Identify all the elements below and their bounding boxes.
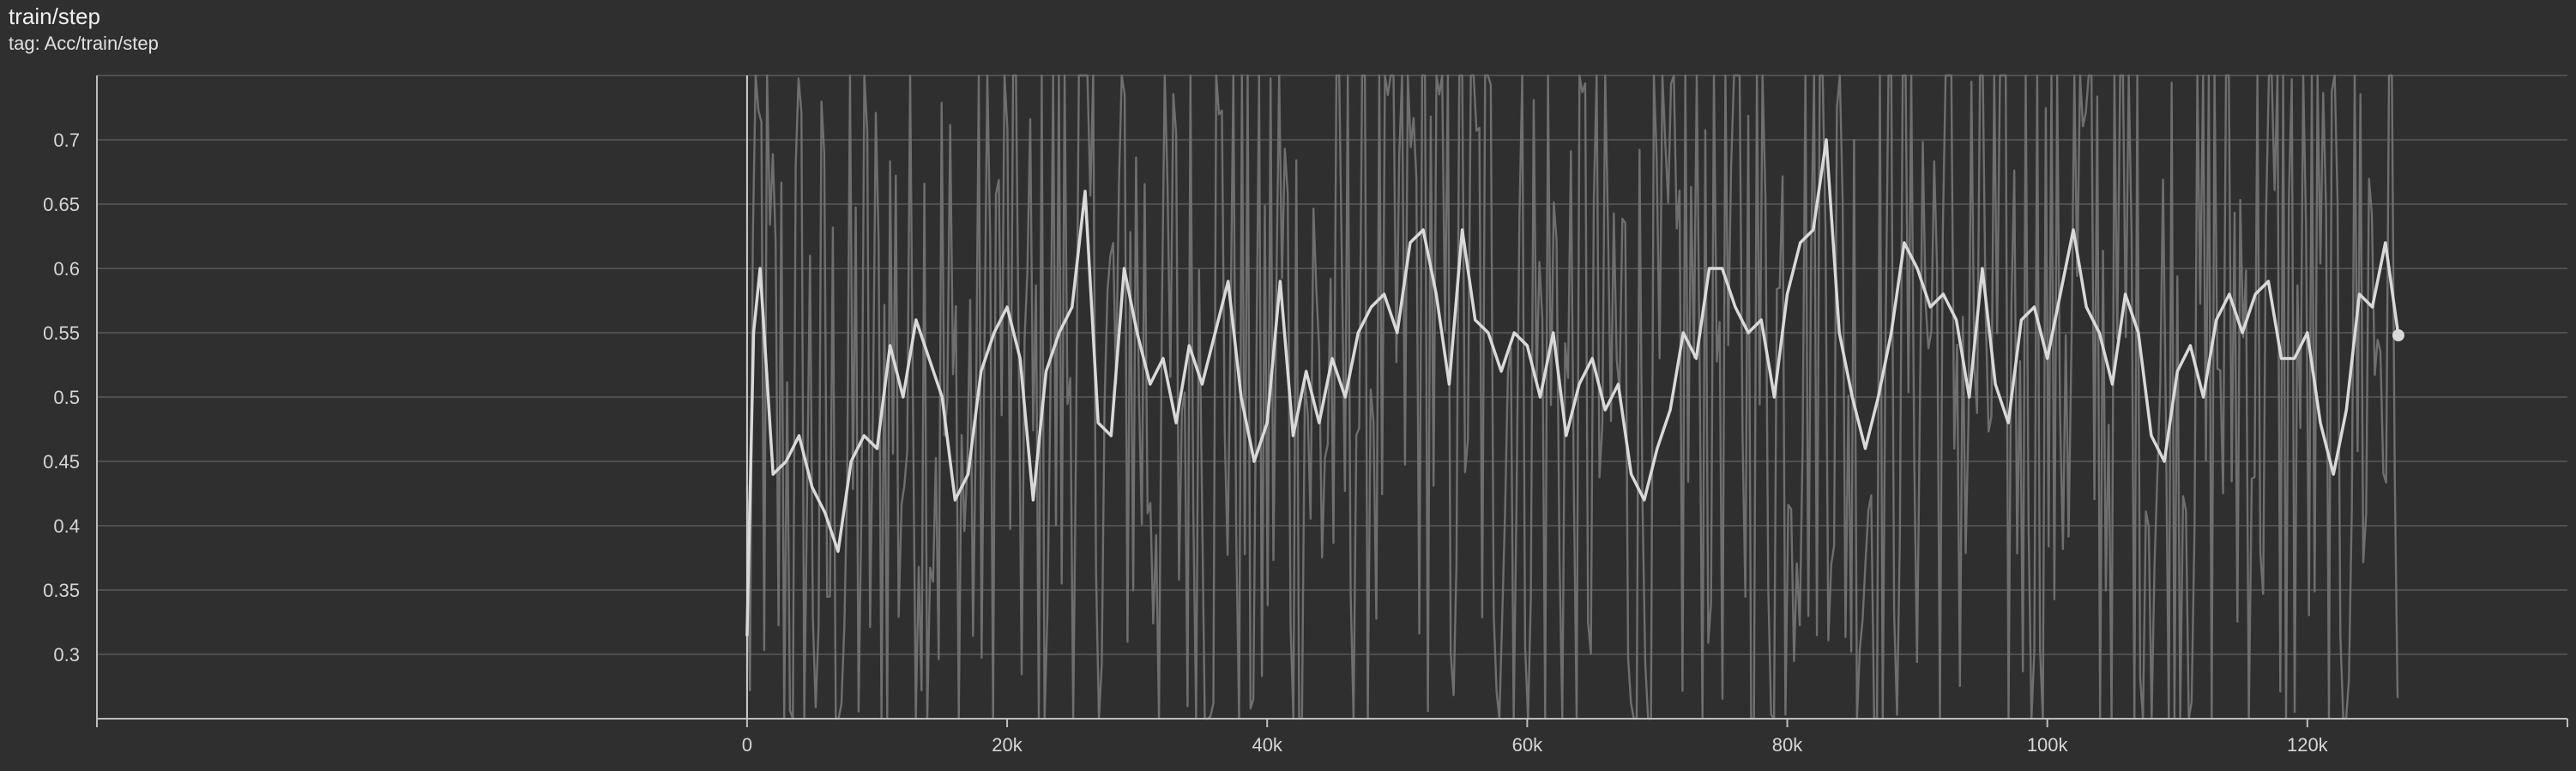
x-tick-label: 80k: [1772, 734, 1803, 756]
raw-series: [745, 74, 2399, 720]
y-tick-label: 0.55: [43, 322, 80, 344]
x-tick-label: 60k: [1512, 734, 1543, 756]
chart-header: train/step tag: Acc/train/step: [9, 3, 159, 55]
grid-lines: [97, 75, 2567, 655]
smoothed-series: [745, 138, 2404, 637]
y-tick-label: 0.5: [53, 387, 80, 408]
chart-title: train/step: [9, 3, 100, 29]
x-tick-label: 100k: [2027, 734, 2069, 756]
tick-labels: 0.3 0.35 0.4 0.45 0.5 0.55 0.6 0.65 0.7 0 20k 40k 60…: [43, 130, 2329, 756]
y-tick-label: 0.3: [53, 644, 80, 666]
x-tick-label: 120k: [2287, 734, 2329, 756]
chart-tag: tag: Acc/train/step: [9, 33, 159, 54]
x-tick-label: 20k: [992, 734, 1023, 756]
raw-series-line: [745, 74, 2399, 720]
y-tick-label: 0.45: [43, 451, 80, 473]
smoothed-series-line: [745, 138, 2400, 637]
y-tick-label: 0.7: [53, 130, 80, 151]
y-tick-label: 0.6: [53, 258, 80, 280]
last-point-marker: [2392, 329, 2404, 341]
x-tick-label: 0: [742, 734, 752, 756]
x-tick-label: 40k: [1252, 734, 1282, 756]
y-tick-label: 0.65: [43, 194, 80, 215]
y-tick-label: 0.4: [53, 515, 80, 537]
y-tick-label: 0.35: [43, 580, 80, 601]
